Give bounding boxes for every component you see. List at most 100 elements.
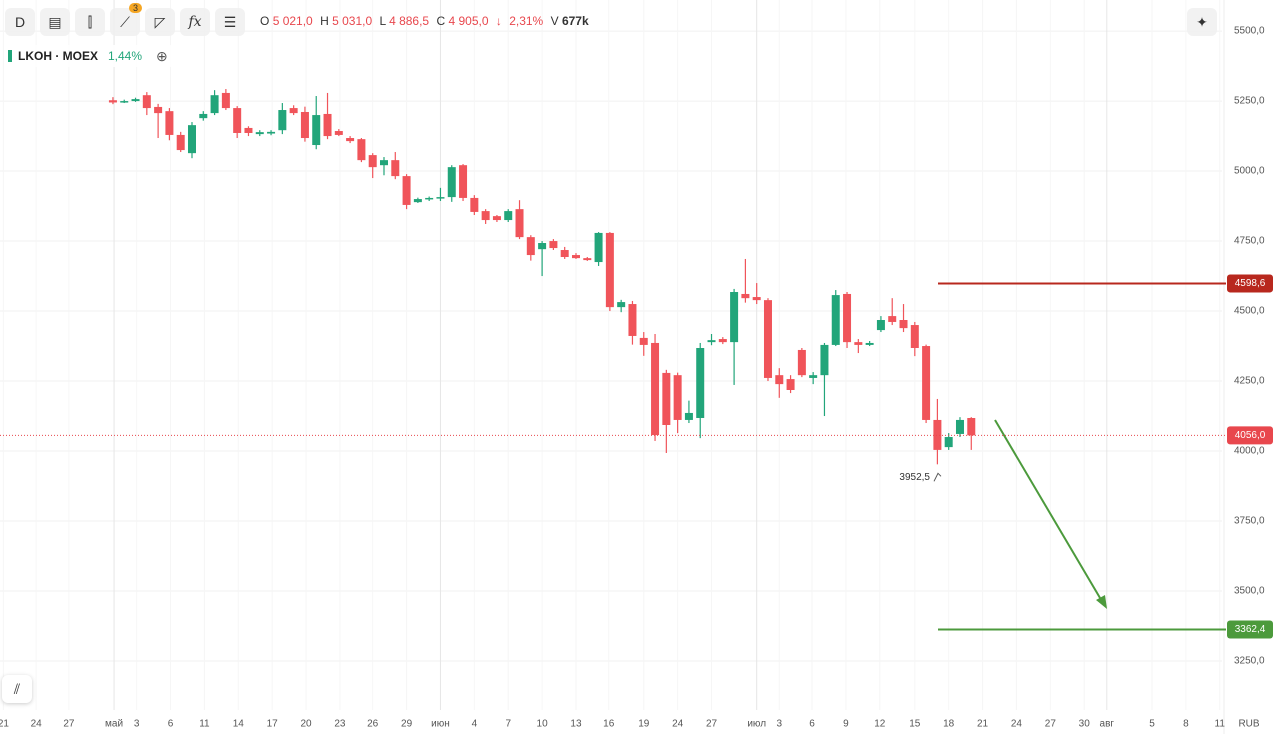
candle-body xyxy=(549,241,558,249)
x-tick-label: 24 xyxy=(1011,719,1023,730)
candle-body xyxy=(730,292,739,343)
low-marker-arrow xyxy=(933,472,942,482)
x-tick-label: 8 xyxy=(1183,719,1189,730)
candle-body xyxy=(786,379,795,390)
candle-body xyxy=(300,111,309,139)
candle-body xyxy=(187,125,196,154)
price-badge xyxy=(1227,620,1273,639)
candle-body xyxy=(684,412,693,420)
x-tick-label: 11 xyxy=(1215,719,1226,730)
volume-key: V xyxy=(550,14,559,28)
candle-body xyxy=(899,320,908,329)
drawing-button[interactable]: ◸ xyxy=(145,8,175,36)
ohlc-value: 4 905,0 xyxy=(448,14,489,28)
x-tick-label: 9 xyxy=(843,719,849,730)
x-tick-label: июн xyxy=(431,719,450,730)
candle-body xyxy=(515,209,524,238)
settings-button[interactable]: ☰ xyxy=(215,8,245,36)
candle-body xyxy=(413,199,422,203)
candle-body xyxy=(820,344,829,376)
compare-button[interactable]: ▤ xyxy=(40,8,70,36)
x-tick-label: 18 xyxy=(943,719,955,730)
candle-body xyxy=(131,99,140,102)
candle-body xyxy=(267,131,276,134)
x-tick-label: 11 xyxy=(199,719,210,730)
candle-body xyxy=(459,165,468,198)
low-marker-label: 3952,5 xyxy=(899,472,930,483)
tools-button[interactable]: ⫽ xyxy=(2,675,32,703)
candle-body xyxy=(662,372,671,425)
candle-body xyxy=(888,316,897,322)
x-tick-label: май xyxy=(105,719,123,730)
y-tick-label: 4750,0 xyxy=(1234,236,1265,247)
timeframe-button[interactable]: D xyxy=(5,8,35,36)
candle-body xyxy=(278,110,287,131)
ai-button[interactable]: ✦ xyxy=(1187,8,1217,36)
trend-arrow-head xyxy=(1096,595,1107,609)
y-tick-label: 3250,0 xyxy=(1234,656,1265,667)
price-badge xyxy=(1227,274,1273,293)
candle-body xyxy=(312,115,321,146)
x-tick-label: 24 xyxy=(672,719,684,730)
trend-arrow xyxy=(994,419,1104,604)
x-tick-label: 4 xyxy=(472,719,478,730)
function-button[interactable]: fx xyxy=(180,8,210,36)
x-tick-label: 14 xyxy=(233,719,245,730)
candle-body xyxy=(967,417,976,436)
x-tick-label: 29 xyxy=(401,719,413,730)
legend: LKOH · MOEX 1,44% ⊕ xyxy=(4,45,174,67)
candle-body xyxy=(165,111,174,135)
candle-body xyxy=(379,160,388,166)
x-tick-label: 20 xyxy=(301,719,313,730)
candle-body xyxy=(696,348,705,418)
x-tick-label: июл xyxy=(747,719,766,730)
candle-body xyxy=(571,255,580,259)
x-tick-label: 27 xyxy=(706,719,718,730)
x-tick-label: 17 xyxy=(267,719,279,730)
candle-body xyxy=(436,197,445,199)
y-tick-label: 5500,0 xyxy=(1234,26,1265,37)
candle-body xyxy=(922,346,931,420)
y-tick-label: 5250,0 xyxy=(1234,96,1265,107)
candle-body xyxy=(334,131,343,135)
add-button[interactable]: ⊕ xyxy=(156,47,168,64)
chart-type-button[interactable]: ⫿ xyxy=(75,8,105,36)
candle-body xyxy=(876,320,885,331)
candle-body xyxy=(233,108,242,133)
change-arrow: ↓ xyxy=(495,14,502,28)
candle-body xyxy=(210,95,219,114)
x-tick-label: 16 xyxy=(603,719,615,730)
candle-body xyxy=(651,342,660,436)
candle-body xyxy=(504,211,513,221)
ohlc-value: 4 886,5 xyxy=(389,14,430,28)
indicators-button[interactable]: ⟋ 3 xyxy=(110,3,142,36)
indicator-badge: 3 xyxy=(128,3,142,13)
candle-body xyxy=(368,155,377,168)
candle-body xyxy=(199,113,208,119)
candle-body xyxy=(357,139,366,161)
legend-icon xyxy=(8,50,12,62)
price-badge xyxy=(1227,426,1273,445)
candle-body xyxy=(944,437,953,448)
ohlc-value: 5 021,0 xyxy=(272,14,313,28)
candle-body xyxy=(346,138,355,142)
candle-body xyxy=(718,339,727,343)
candle-body xyxy=(583,258,592,261)
x-tick-label: 15 xyxy=(909,719,921,730)
x-tick-label: 27 xyxy=(1045,719,1057,730)
ohlc-key: O xyxy=(260,14,270,28)
candle-body xyxy=(221,92,230,109)
y-tick-label: 4250,0 xyxy=(1234,376,1265,387)
ohlc-header: O 5 021,0 H 5 031,0 L 4 886,5 C 4 905,0 … xyxy=(260,14,589,28)
candle-body xyxy=(628,304,637,336)
change-pct: 2,31% xyxy=(509,14,544,28)
candle-body xyxy=(289,108,298,114)
candle-body xyxy=(809,375,818,378)
candle-body xyxy=(752,297,761,301)
candle-body xyxy=(255,132,264,135)
candle-body xyxy=(775,375,784,385)
candle-body xyxy=(955,419,964,434)
y-tick-label: 3750,0 xyxy=(1234,516,1265,527)
